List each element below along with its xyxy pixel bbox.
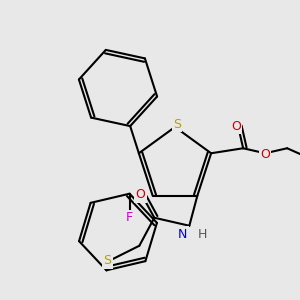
Text: O: O <box>135 188 145 201</box>
Text: F: F <box>126 211 133 224</box>
Text: S: S <box>103 254 111 267</box>
Text: N: N <box>178 228 187 241</box>
Text: H: H <box>197 228 207 241</box>
Text: O: O <box>231 120 241 133</box>
Text: S: S <box>173 118 181 130</box>
Text: O: O <box>260 148 270 161</box>
